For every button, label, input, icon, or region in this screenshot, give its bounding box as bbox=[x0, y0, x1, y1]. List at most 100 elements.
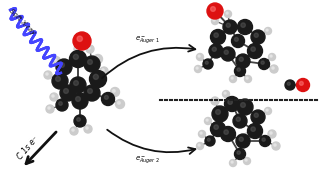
Circle shape bbox=[74, 115, 86, 127]
Circle shape bbox=[245, 159, 247, 161]
Circle shape bbox=[46, 105, 54, 113]
Circle shape bbox=[209, 44, 223, 58]
Circle shape bbox=[100, 67, 108, 75]
Circle shape bbox=[285, 80, 295, 90]
Circle shape bbox=[224, 97, 240, 112]
Circle shape bbox=[93, 54, 102, 64]
Circle shape bbox=[86, 127, 88, 129]
Circle shape bbox=[84, 56, 100, 72]
Circle shape bbox=[272, 142, 280, 150]
Circle shape bbox=[77, 118, 80, 121]
Circle shape bbox=[230, 160, 236, 167]
Circle shape bbox=[73, 54, 79, 59]
Circle shape bbox=[237, 99, 253, 115]
FancyArrowPatch shape bbox=[102, 45, 195, 78]
Circle shape bbox=[237, 68, 240, 71]
Circle shape bbox=[239, 137, 243, 141]
Circle shape bbox=[228, 100, 232, 104]
Circle shape bbox=[198, 144, 200, 146]
Text: $e^-_{Auger\ 1}$: $e^-_{Auger\ 1}$ bbox=[136, 35, 161, 47]
Circle shape bbox=[206, 119, 208, 121]
Circle shape bbox=[50, 93, 58, 101]
Circle shape bbox=[270, 65, 278, 73]
Circle shape bbox=[53, 59, 56, 61]
Circle shape bbox=[261, 61, 264, 64]
Circle shape bbox=[212, 47, 216, 51]
Circle shape bbox=[221, 126, 235, 142]
Circle shape bbox=[60, 85, 76, 101]
Text: Soft X-ray: Soft X-ray bbox=[8, 8, 36, 36]
Circle shape bbox=[213, 19, 215, 21]
Circle shape bbox=[72, 93, 88, 109]
Circle shape bbox=[70, 127, 78, 135]
Circle shape bbox=[52, 73, 68, 89]
Circle shape bbox=[70, 77, 86, 93]
Circle shape bbox=[234, 149, 245, 160]
Circle shape bbox=[214, 33, 218, 37]
Circle shape bbox=[266, 29, 268, 31]
Circle shape bbox=[96, 57, 98, 59]
Circle shape bbox=[211, 29, 225, 44]
Circle shape bbox=[73, 32, 91, 50]
Circle shape bbox=[251, 110, 265, 124]
Circle shape bbox=[84, 85, 100, 101]
Circle shape bbox=[248, 123, 262, 139]
Text: $e^-_{Auger\ 2}$: $e^-_{Auger\ 2}$ bbox=[136, 155, 161, 167]
Circle shape bbox=[254, 33, 258, 37]
Circle shape bbox=[211, 97, 219, 105]
Circle shape bbox=[88, 60, 92, 64]
Circle shape bbox=[223, 20, 237, 34]
Circle shape bbox=[236, 134, 250, 148]
Circle shape bbox=[226, 12, 228, 14]
Circle shape bbox=[238, 19, 252, 35]
Circle shape bbox=[244, 75, 251, 83]
Circle shape bbox=[251, 127, 255, 131]
Circle shape bbox=[196, 67, 198, 69]
Circle shape bbox=[244, 132, 251, 139]
Circle shape bbox=[274, 144, 276, 146]
Circle shape bbox=[104, 95, 108, 99]
Circle shape bbox=[56, 59, 72, 75]
Circle shape bbox=[88, 47, 90, 49]
Circle shape bbox=[264, 108, 271, 115]
Circle shape bbox=[270, 55, 272, 57]
Circle shape bbox=[211, 122, 225, 136]
Circle shape bbox=[194, 66, 202, 73]
Circle shape bbox=[102, 69, 104, 71]
Circle shape bbox=[221, 47, 235, 61]
Circle shape bbox=[76, 47, 78, 49]
Circle shape bbox=[259, 59, 270, 70]
Circle shape bbox=[90, 70, 107, 88]
Circle shape bbox=[56, 99, 68, 111]
Circle shape bbox=[48, 107, 50, 109]
Circle shape bbox=[52, 57, 61, 66]
Circle shape bbox=[56, 77, 61, 81]
Circle shape bbox=[237, 151, 240, 154]
Circle shape bbox=[297, 78, 309, 91]
Circle shape bbox=[77, 36, 82, 41]
Circle shape bbox=[241, 23, 245, 27]
Circle shape bbox=[287, 82, 290, 85]
Circle shape bbox=[196, 143, 204, 149]
Circle shape bbox=[72, 129, 74, 131]
Circle shape bbox=[213, 99, 215, 101]
Circle shape bbox=[212, 106, 228, 122]
Circle shape bbox=[207, 138, 210, 141]
Circle shape bbox=[116, 99, 125, 108]
Circle shape bbox=[198, 55, 200, 57]
Circle shape bbox=[224, 50, 228, 54]
Circle shape bbox=[251, 30, 265, 44]
Circle shape bbox=[93, 74, 99, 79]
Circle shape bbox=[196, 53, 204, 60]
Circle shape bbox=[233, 114, 247, 128]
Circle shape bbox=[272, 67, 274, 69]
Circle shape bbox=[270, 132, 272, 134]
Circle shape bbox=[46, 73, 48, 75]
Circle shape bbox=[60, 63, 64, 67]
FancyArrowPatch shape bbox=[107, 130, 195, 154]
Circle shape bbox=[76, 97, 80, 101]
Circle shape bbox=[118, 101, 120, 104]
Circle shape bbox=[74, 45, 82, 53]
Circle shape bbox=[204, 118, 212, 125]
Circle shape bbox=[299, 81, 303, 85]
